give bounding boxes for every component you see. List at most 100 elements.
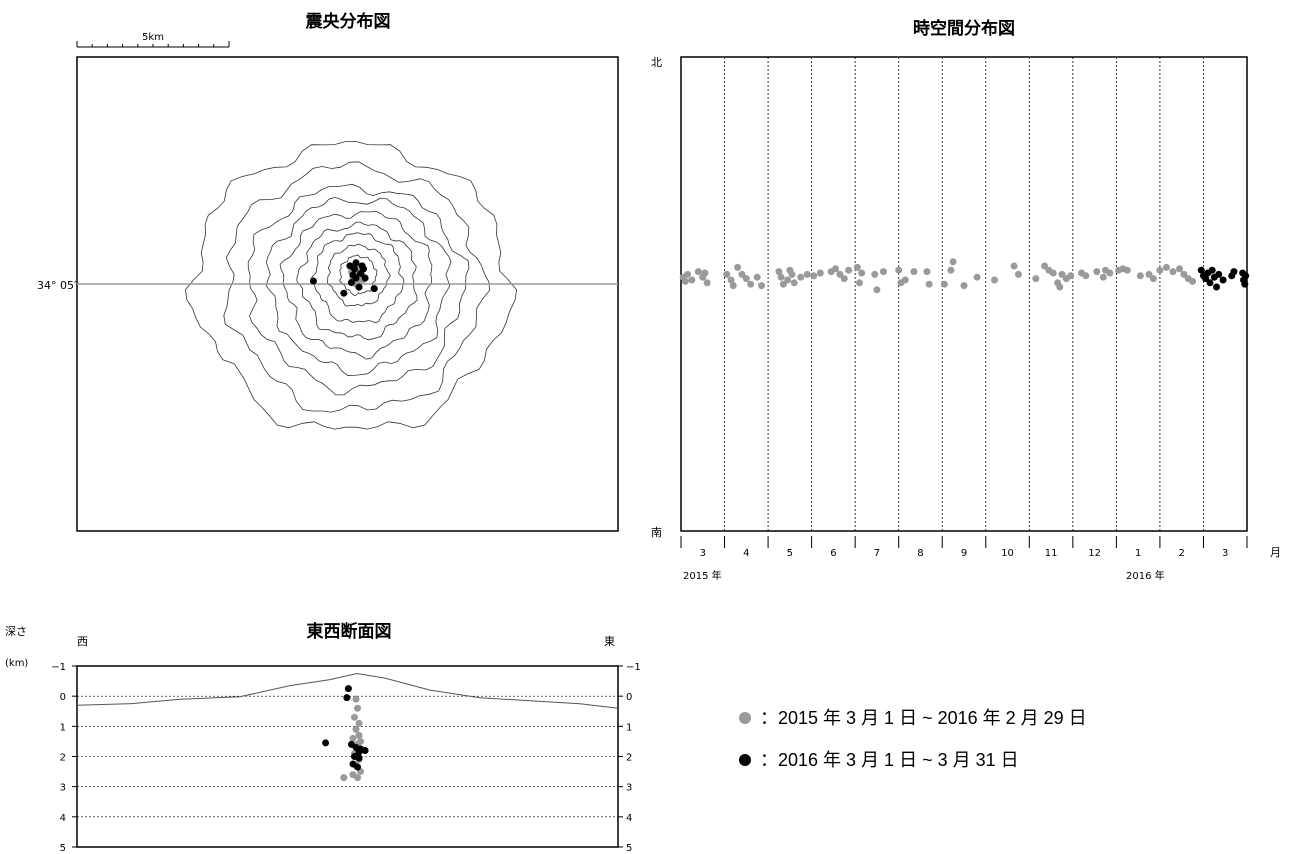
space-time-previous-period-point: [777, 273, 785, 281]
contour-line: [223, 161, 491, 413]
space-time-previous-period-point: [873, 286, 881, 294]
space-time-previous-period-point: [960, 282, 968, 290]
west-label: 西: [77, 635, 88, 648]
space-time-previous-period-point: [832, 265, 840, 273]
space-time-previous-period-point: [990, 276, 998, 284]
cross-section-current-period-point: [344, 685, 352, 693]
depth-grid: −1 −1 0 0 1 1 2 2 3 3 4 4 5 5: [51, 662, 641, 854]
contour-line: [265, 196, 452, 377]
space-time-previous-period-point: [836, 270, 844, 278]
space-time-current-period-point: [1206, 279, 1214, 287]
north-label: 北: [651, 56, 662, 69]
cross-section-previous-period-point: [340, 774, 348, 782]
space-time-current-period-point: [1242, 272, 1250, 280]
space-time-previous-period-point: [684, 270, 692, 278]
space-time-current-period-point: [1215, 270, 1223, 278]
month-tick-label: 11: [1045, 548, 1058, 559]
depth-axis-label: 深さ: [5, 625, 27, 638]
space-time-previous-period-point: [845, 266, 853, 274]
epicenter-current-period-point: [347, 279, 355, 287]
latitude-label: 34° 05′: [37, 279, 77, 292]
month-tick-label: 4: [743, 548, 749, 559]
cross-section-previous-period-point: [352, 695, 360, 703]
space-time-previous-period-point: [1136, 272, 1144, 280]
legend-current-marker: [739, 754, 751, 766]
month-unit-label: 月: [1270, 546, 1281, 559]
month-tick-label: 2: [1179, 548, 1185, 559]
cross-section-current-period-point: [361, 746, 369, 754]
space-time-previous-period-point: [734, 263, 742, 271]
space-time-previous-period-point: [810, 272, 818, 280]
space-time-previous-period-point: [1041, 262, 1049, 270]
epicenter-current-period-point: [350, 265, 358, 273]
space-time-current-period-point: [1230, 268, 1238, 276]
month-tick-label: 5: [787, 548, 793, 559]
depth-unit-label: (km): [5, 658, 28, 669]
depth-tick-label-right: 2: [626, 753, 632, 764]
cross-section-title: 東西断面図: [307, 621, 392, 642]
cross-section-previous-period-point: [355, 731, 363, 739]
island-contours: [184, 141, 518, 430]
depth-tick-label-right: 0: [626, 692, 632, 703]
scale-bar: 5km: [76, 32, 230, 48]
space-time-previous-period-point: [940, 280, 948, 288]
space-time-previous-period-point: [910, 268, 918, 276]
space-time-previous-period-point: [1106, 269, 1114, 277]
space-time-previous-period-point: [858, 269, 866, 277]
epicenter-map-panel: 震央分布図 5km 34° 05′: [37, 11, 619, 532]
space-time-previous-period-point: [723, 270, 731, 278]
space-time-previous-period-point: [879, 268, 887, 276]
space-time-previous-period-point: [895, 266, 903, 274]
space-time-frame: [680, 56, 1248, 532]
depth-tick-label-right: 4: [626, 813, 632, 824]
contour-line: [247, 183, 470, 396]
month-tick-label: 1: [1135, 548, 1141, 559]
space-time-panel: 時空間分布図 北 南 3 4 5 6 7 8 9 10 11 12 1 2 3 月 2015 年 201…: [651, 18, 1281, 582]
legend: ：2015 年 3 月 1 日 ~ 2016 年 2 月 29 日 ：2016 …: [739, 708, 1087, 770]
space-time-previous-period-point: [727, 276, 735, 284]
space-time-previous-period-point: [1169, 268, 1177, 276]
epicenter-points: [309, 259, 378, 297]
space-time-previous-period-point: [1014, 270, 1022, 278]
space-time-previous-period-point: [949, 258, 957, 266]
epicenter-current-period-point: [360, 265, 368, 273]
space-time-title: 時空間分布図: [913, 18, 1015, 39]
space-time-previous-period-point: [1162, 263, 1170, 271]
space-time-previous-period-point: [840, 275, 848, 283]
year-label-2015: 2015 年: [683, 569, 722, 582]
space-time-previous-period-point: [923, 268, 931, 276]
space-time-previous-period-point: [1176, 265, 1184, 273]
space-time-previous-period-point: [1082, 272, 1090, 280]
depth-tick-label-left: 4: [60, 813, 66, 824]
space-time-previous-period-point: [1149, 275, 1157, 283]
contour-line: [339, 254, 378, 297]
space-time-previous-period-point: [784, 276, 792, 284]
epicenter-current-period-point: [352, 274, 360, 282]
month-tick-label: 7: [874, 548, 880, 559]
space-time-previous-period-point: [1056, 283, 1064, 291]
space-time-previous-period-point: [788, 270, 796, 278]
legend-previous-label: ：2015 年 3 月 1 日 ~ 2016 年 2 月 29 日: [760, 708, 1087, 728]
east-label: 東: [604, 635, 615, 648]
space-time-previous-period-point: [775, 268, 783, 276]
month-axis: 3 4 5 6 7 8 9 10 11 12 1 2 3: [680, 536, 1248, 559]
space-time-previous-period-point: [742, 275, 750, 283]
space-time-current-period-point: [1241, 280, 1249, 288]
depth-tick-label-right: −1: [626, 662, 641, 673]
scale-bar-label: 5km: [142, 32, 164, 43]
space-time-previous-period-point: [1093, 268, 1101, 276]
month-tick-label: 3: [700, 548, 706, 559]
cross-section-current-period-point: [343, 694, 351, 702]
epicenter-current-period-point: [355, 283, 363, 291]
month-grid: [724, 57, 1204, 531]
space-time-previous-period-point: [738, 270, 746, 278]
cross-section-points: [322, 685, 369, 782]
epicenter-current-period-point: [352, 259, 360, 267]
space-time-previous-period-point: [1067, 272, 1075, 280]
epicenter-current-period-point: [309, 277, 317, 285]
cross-section-current-period-point: [354, 763, 362, 771]
month-tick-label: 3: [1222, 548, 1228, 559]
depth-tick-label-left: 0: [60, 692, 66, 703]
space-time-previous-period-point: [1123, 266, 1131, 274]
space-time-current-period-point: [1197, 266, 1205, 274]
